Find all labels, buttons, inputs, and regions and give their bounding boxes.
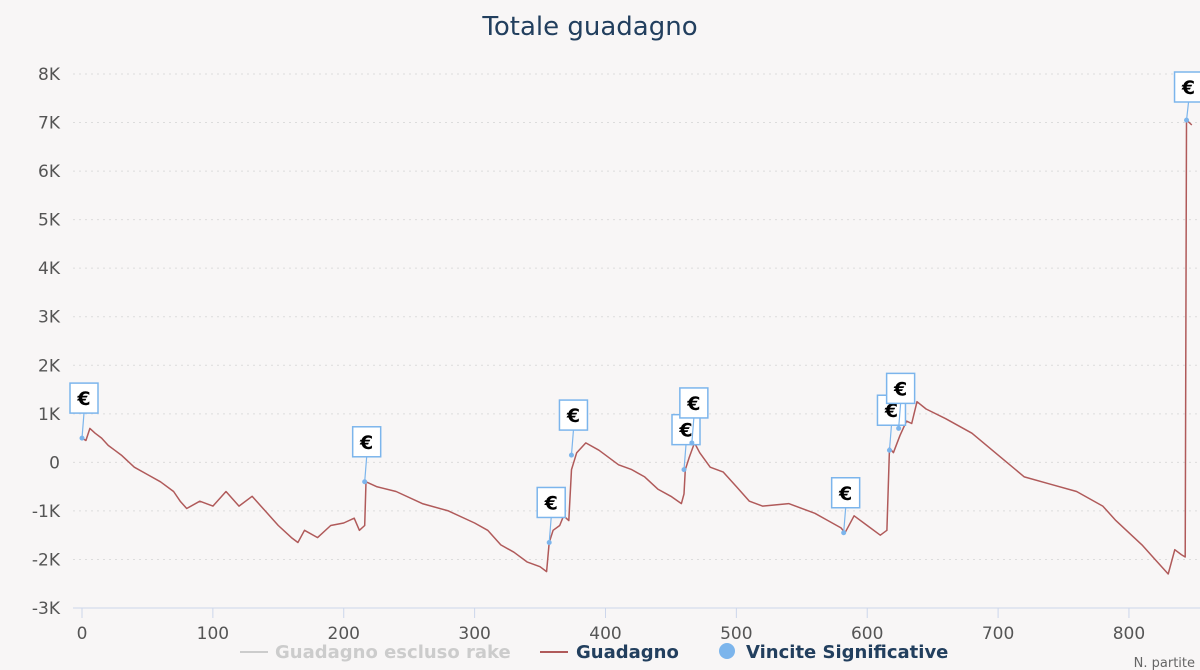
x-tick-label: 300 [458,624,490,644]
significant-win-flag[interactable]: € [885,372,916,431]
legend[interactable]: Guadagno escluso rake Guadagno Vincite Sig… [240,642,948,663]
flag-euro-label: € [838,483,852,505]
significant-win-flag[interactable]: € [679,387,709,446]
y-tick-label: 6K [38,162,61,182]
flag-point [896,425,902,431]
x-axis: 0 100 200 300 400 500 600 700 800 [73,607,1200,644]
y-tick-label: -1K [32,502,61,522]
flag-point [79,435,85,441]
flag-layer: €€€€€€€€€€ [69,71,1200,545]
y-tick-label: 7K [38,114,61,134]
flag-point [841,530,847,536]
x-tick-label: 400 [589,624,621,644]
flag-euro-label: € [884,400,898,422]
flag-point [568,452,574,458]
y-tick-label: 8K [38,65,61,85]
y-tick-label: 2K [38,356,61,376]
x-tick-label: 100 [197,624,229,644]
x-axis-title: N. partite [1134,656,1195,670]
flag-euro-label: € [566,405,580,427]
flag-euro-label: € [544,492,558,514]
y-axis-labels: -3K -2K -1K 0 1K 2K 3K 4K 5K 6K 7K 8K [32,65,61,619]
y-tick-label: 0 [49,453,60,473]
y-tick-label: 3K [38,308,61,328]
y-tick-label: -3K [32,599,61,619]
significant-win-flag[interactable]: € [1173,71,1200,123]
significant-win-flag[interactable]: € [69,382,99,441]
significant-win-flag[interactable]: € [536,486,566,545]
x-tick-label: 800 [1113,624,1145,644]
flag-euro-label: € [76,388,90,410]
x-tick-label: 700 [982,624,1014,644]
y-tick-label: 4K [38,259,61,279]
legend-item-guadagno[interactable]: Guadagno [540,642,679,663]
x-tick-label: 200 [328,624,360,644]
flag-point [362,479,368,485]
flag-euro-label: € [359,432,373,454]
legend-item-vincite-significative[interactable]: Vincite Significative [719,642,948,663]
flag-euro-label: € [1181,77,1195,99]
flag-point [681,467,687,473]
flag-euro-label: € [893,378,907,400]
flag-point [1184,117,1190,123]
x-tick-label: 0 [77,624,88,644]
series-line-guadagno [81,119,1193,575]
significant-win-flag[interactable]: € [558,399,589,458]
svg-text:Guadagno escluso rake: Guadagno escluso rake [275,642,511,663]
y-tick-label: -2K [32,550,61,570]
flag-point [689,440,695,446]
svg-text:Vincite Significative: Vincite Significative [746,642,948,663]
x-tick-label: 600 [851,624,883,644]
y-tick-label: 5K [38,211,61,231]
x-tick-label: 500 [720,624,752,644]
series-layer [81,119,1193,575]
flag-euro-label: € [686,393,700,415]
significant-win-flag[interactable]: € [351,426,382,485]
svg-text:Guadagno: Guadagno [576,642,679,663]
significant-win-flag[interactable]: € [830,477,861,536]
y-tick-label: 1K [38,405,61,425]
legend-item-guadagno-escluso-rake[interactable]: Guadagno escluso rake [240,642,511,663]
flag-euro-label: € [678,420,692,442]
grid-lines [73,73,1200,560]
flag-point [886,447,892,453]
flag-point [546,539,552,545]
chart-title: Totale guadagno [481,12,697,42]
significant-win-flag[interactable]: € [671,413,701,473]
